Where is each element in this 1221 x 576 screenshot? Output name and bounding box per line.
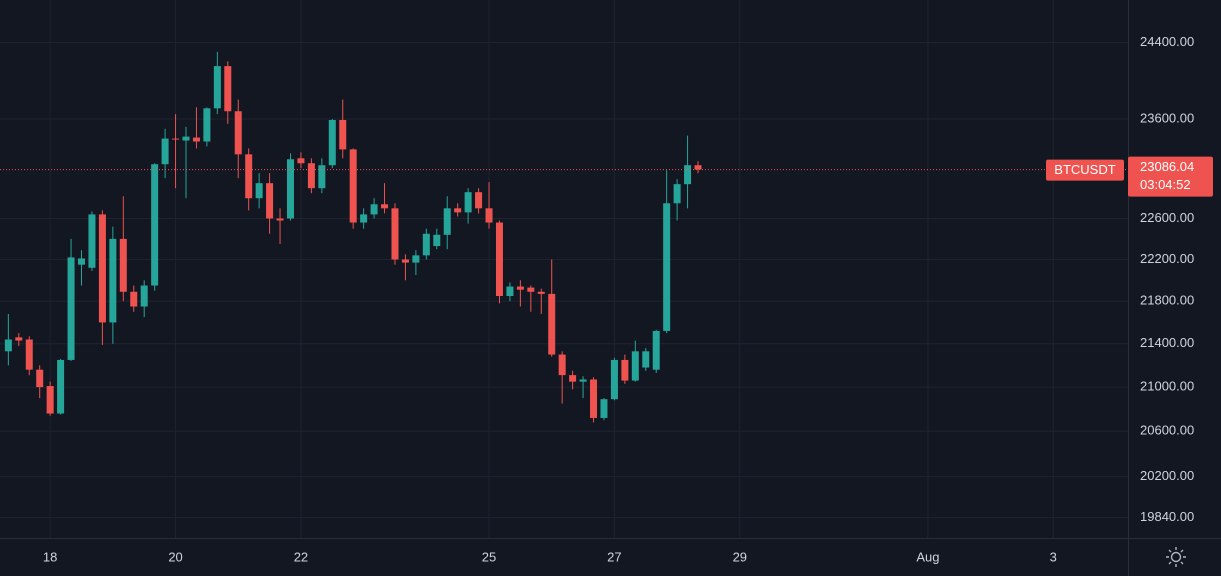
candle-body: [224, 66, 232, 112]
candle-body: [266, 183, 274, 219]
candle-body: [98, 214, 106, 323]
candle-body: [182, 136, 190, 141]
candle-body: [401, 259, 409, 263]
candle-body: [663, 203, 671, 331]
candle-body: [684, 165, 692, 185]
candle-body: [642, 351, 650, 368]
candle-body: [443, 208, 451, 235]
last-price-label: 23086.04: [1140, 159, 1194, 174]
x-tick-label: 22: [294, 549, 308, 564]
candle-body: [527, 287, 535, 292]
candle-body: [276, 218, 284, 221]
y-tick-label: 22200.00: [1140, 251, 1194, 266]
candle-body: [464, 192, 472, 213]
candle-body: [172, 138, 180, 140]
candle-body: [307, 163, 315, 189]
candle-body: [78, 258, 86, 265]
candle-body: [370, 204, 378, 215]
candles: [0, 51, 1128, 423]
candle-body: [495, 222, 503, 296]
countdown-label: 03:04:52: [1140, 177, 1191, 192]
y-tick-label: 21800.00: [1140, 293, 1194, 308]
candle-body: [15, 337, 23, 341]
candle-body: [67, 257, 75, 360]
candle-body: [255, 183, 263, 199]
y-tick-label: 20600.00: [1140, 423, 1194, 438]
candle-body: [119, 238, 127, 292]
candle-body: [391, 208, 399, 260]
candle-body: [422, 233, 430, 256]
x-tick-label: 3: [1050, 549, 1057, 564]
y-tick-label: 20200.00: [1140, 468, 1194, 483]
grid: [0, 0, 1128, 538]
settings-icon[interactable]: [1166, 547, 1186, 567]
candle-body: [245, 154, 253, 199]
candle-body: [381, 204, 389, 209]
symbol-label: BTCUSDT: [1054, 162, 1115, 177]
candle-body: [213, 66, 221, 109]
x-tick-label: 27: [607, 549, 621, 564]
y-tick-label: 23600.00: [1140, 110, 1194, 125]
y-tick-label: 22600.00: [1140, 210, 1194, 225]
candle-body: [360, 214, 368, 223]
candle-body: [673, 184, 681, 204]
candle-body: [579, 379, 587, 382]
candle-body: [130, 291, 138, 307]
candle-body: [569, 375, 577, 382]
x-tick-label: 18: [43, 549, 57, 564]
candle-body: [516, 286, 524, 290]
price-label-box: [1128, 156, 1213, 197]
candle-body: [485, 208, 493, 223]
candle-body: [328, 119, 336, 166]
candle-body: [297, 158, 305, 164]
candle-body: [151, 164, 159, 286]
sun-core: [1170, 551, 1182, 563]
candle-body: [57, 359, 65, 414]
candle-body: [694, 165, 702, 170]
candle-body: [558, 354, 566, 376]
candle-body: [610, 359, 618, 400]
x-tick-label: 29: [733, 549, 747, 564]
symbol-label-box: [1046, 159, 1124, 181]
candle-body: [234, 111, 242, 155]
x-tick-label: 20: [168, 549, 182, 564]
sun-rays: [1166, 547, 1186, 567]
axes: 24400.00 23600.00 22600.00 22200.00 21800.00…: [43, 34, 1213, 564]
candle-body: [590, 379, 598, 418]
candle-body: [25, 339, 33, 370]
y-tick-label: 21400.00: [1140, 335, 1194, 350]
candle-body: [537, 291, 545, 294]
candle-body: [109, 238, 117, 323]
candle-body: [88, 214, 96, 268]
candle-body: [203, 108, 211, 142]
x-tick-label: 25: [482, 549, 496, 564]
candle-body: [286, 159, 294, 219]
y-tick-label: 19840.00: [1140, 509, 1194, 524]
candle-body: [548, 293, 556, 355]
candle-body: [506, 286, 514, 296]
x-tick-label: Aug: [916, 549, 939, 564]
candle-body: [46, 386, 54, 414]
y-tick-label: 21000.00: [1140, 379, 1194, 394]
candle-body: [475, 192, 483, 209]
candle-body: [631, 351, 639, 381]
candle-body: [621, 359, 629, 381]
candle-body: [161, 138, 169, 165]
candle-body: [192, 137, 200, 142]
candle-body: [433, 234, 441, 247]
candle-body: [454, 208, 462, 213]
candle-body: [652, 330, 660, 370]
candle-body: [318, 165, 326, 189]
candle-body: [36, 369, 44, 388]
candle-body: [4, 339, 12, 352]
y-tick-label: 24400.00: [1140, 34, 1194, 49]
candle-body: [600, 399, 608, 418]
candle-body: [349, 149, 357, 223]
candle-body: [339, 119, 347, 150]
candle-body: [140, 285, 148, 307]
candle-body: [412, 255, 420, 263]
